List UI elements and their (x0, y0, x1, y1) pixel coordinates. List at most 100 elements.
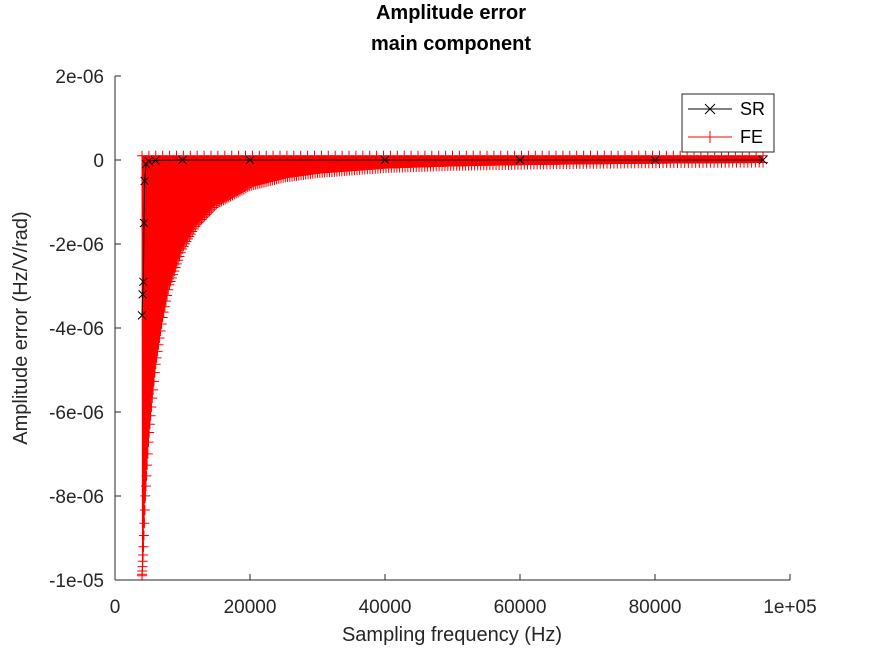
legend-label-sr: SR (740, 99, 765, 119)
x-tick-label: 80000 (629, 597, 682, 618)
fe-point (147, 393, 158, 404)
fe-point (146, 402, 157, 413)
fe-point (250, 179, 261, 190)
fe-point (273, 173, 284, 184)
y-tick-label: 2e-06 (55, 67, 104, 88)
fe-point (187, 226, 198, 237)
legend-marker-sr (704, 103, 716, 115)
fe-point (258, 177, 269, 188)
fe-point (145, 410, 156, 421)
y-tick-label: 0 (93, 151, 104, 172)
chart-title-line2: main component (371, 33, 531, 55)
x-tick-label: 20000 (224, 597, 277, 618)
fe-point (235, 186, 246, 197)
fe-point (240, 183, 251, 194)
legend-label-fe: FE (740, 127, 763, 147)
y-axis-ticks: 2e-06 0 -2e-06 -4e-06 -6e-06 -8e-06 -1e-05 (49, 67, 121, 592)
fe-point (238, 184, 249, 195)
fe-point (156, 318, 167, 329)
fe-point (139, 504, 150, 515)
fe-point (143, 437, 154, 448)
fe-point (178, 241, 189, 252)
y-tick-label: -2e-06 (49, 235, 104, 256)
series-fe-line (141, 155, 764, 568)
y-axis-label: Amplitude error (Hz/V/rad) (10, 211, 32, 444)
plot-area (137, 150, 768, 581)
fe-point (275, 173, 286, 184)
fe-point (271, 174, 282, 185)
series-fe (137, 150, 768, 581)
fe-point (148, 376, 159, 387)
fe-point (269, 174, 280, 185)
fe-point (150, 359, 161, 370)
fe-point (138, 530, 149, 541)
sr-point (380, 155, 390, 165)
fe-point (263, 176, 274, 187)
fe-point (155, 326, 166, 337)
x-tick-label: 40000 (359, 597, 412, 618)
sr-point (140, 176, 150, 186)
fe-point (157, 312, 168, 323)
sr-point (151, 156, 160, 165)
y-tick-label: -4e-06 (49, 319, 104, 340)
sr-point (138, 290, 148, 299)
y-tick-label: -1e-05 (49, 571, 104, 592)
sr-point (178, 155, 187, 165)
fe-point (160, 296, 171, 307)
fe-point (151, 352, 162, 363)
sr-point (138, 277, 148, 287)
fe-point (140, 481, 151, 492)
sr-point (245, 155, 255, 165)
x-tick-label: 1e+05 (763, 597, 816, 618)
fe-point (153, 339, 164, 350)
fe-point (163, 284, 174, 295)
fe-point (256, 178, 267, 189)
sr-point (139, 218, 149, 228)
fe-point (244, 181, 255, 192)
sr-point (650, 155, 660, 165)
series-sr-line (141, 159, 763, 316)
fe-point (140, 490, 151, 501)
fe-point (248, 180, 259, 191)
sr-point (758, 155, 768, 165)
legend: SR FE (681, 93, 775, 153)
legend-marker-fe (704, 131, 716, 143)
sr-point (515, 155, 525, 165)
fe-point (144, 427, 155, 438)
fe-point (141, 470, 152, 481)
fe-point (236, 185, 247, 196)
x-tick-label: 60000 (494, 597, 547, 618)
fe-point (267, 175, 278, 186)
legend-box (681, 93, 775, 153)
chart-title-line1: Amplitude error (376, 2, 526, 24)
fe-point (158, 307, 169, 318)
fe-point (185, 229, 196, 240)
fe-point (159, 301, 170, 312)
sr-point (137, 311, 147, 320)
y-tick-label: -8e-06 (49, 487, 104, 508)
fe-point (149, 367, 160, 378)
fe-point (162, 290, 173, 301)
fe-point (139, 518, 150, 529)
series-sr (137, 155, 768, 320)
fe-point (252, 179, 263, 190)
fe-point (242, 182, 253, 193)
x-axis-ticks: 0 20000 40000 60000 80000 1e+05 (110, 574, 817, 618)
x-tick-label: 0 (110, 597, 121, 618)
fe-point (144, 419, 155, 430)
fe-point (261, 177, 272, 188)
x-axis-label: Sampling frequency (Hz) (342, 624, 562, 646)
fe-point (152, 346, 163, 357)
series-fe-markers (137, 150, 768, 581)
fe-point (142, 460, 153, 471)
y-tick-label: -6e-06 (49, 403, 104, 424)
fe-point (265, 176, 276, 187)
fe-point (142, 448, 153, 459)
fe-point (148, 384, 159, 395)
fe-point (184, 231, 195, 242)
fe-point (254, 178, 265, 189)
fe-point (177, 243, 188, 254)
fe-point (138, 541, 149, 552)
fe-point (154, 332, 165, 343)
